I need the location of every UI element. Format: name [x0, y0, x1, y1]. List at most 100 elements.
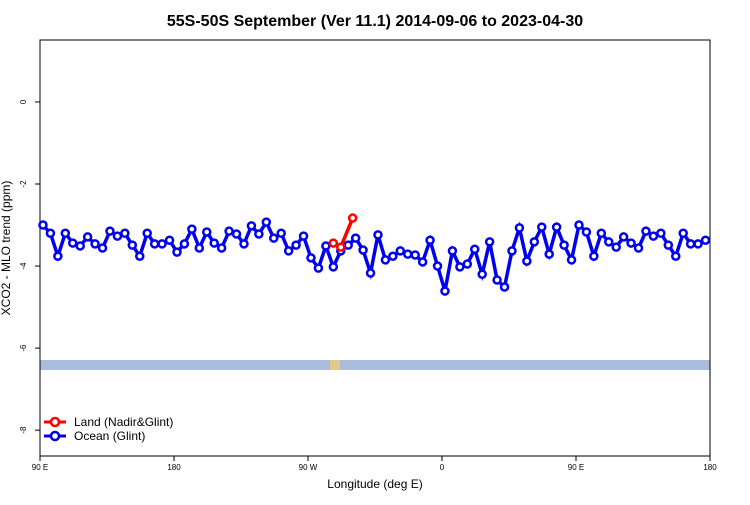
data-point [656, 228, 666, 238]
data-point [514, 223, 525, 233]
data-point [618, 232, 629, 242]
map-strip [40, 360, 710, 370]
data-point [410, 250, 420, 260]
data-point [388, 251, 398, 261]
data-point [291, 240, 301, 250]
data-point [347, 213, 358, 223]
plot-frame [39, 39, 711, 457]
data-point [224, 226, 234, 236]
data-point [432, 261, 443, 271]
data-point [589, 251, 599, 261]
data-point [45, 228, 56, 238]
data-point [365, 268, 376, 278]
data-point [179, 239, 190, 249]
data-point [685, 239, 696, 249]
data-point [484, 237, 495, 247]
data-point [75, 241, 85, 251]
data-point [499, 282, 510, 292]
data-point [328, 262, 339, 272]
y-axis-label: XCO2 - MLO trend (ppm) [0, 181, 13, 316]
data-point [604, 237, 614, 247]
data-point [425, 235, 435, 245]
data-point [172, 247, 182, 257]
data-point [343, 240, 353, 250]
data-point [209, 238, 219, 248]
data-point [120, 228, 130, 238]
data-point [202, 227, 212, 237]
data-point [254, 229, 264, 239]
data-point [127, 240, 138, 250]
data-point [648, 231, 659, 241]
data-point [596, 228, 607, 238]
data-point [395, 246, 406, 256]
data-point [336, 242, 346, 252]
data-point [566, 255, 577, 265]
y-tick-label: -4 [19, 262, 28, 270]
data-point [164, 235, 175, 245]
data-point [462, 259, 473, 269]
x-tick-label: 0 [440, 463, 445, 472]
legend-marker [49, 430, 61, 442]
data-point [97, 243, 108, 253]
data-point [477, 269, 487, 280]
data-point [574, 220, 584, 230]
x-tick-label: 90 W [299, 463, 318, 472]
data-point [135, 251, 145, 261]
data-point [373, 230, 383, 240]
data-point [68, 238, 78, 248]
y-tick-label: -2 [19, 180, 28, 188]
data-point [194, 243, 205, 253]
data-point [38, 220, 48, 230]
legend-marker [49, 416, 61, 428]
data-point [321, 241, 331, 251]
x-axis-label: Longitude (deg E) [327, 477, 422, 491]
data-point [53, 251, 63, 261]
data-point [60, 228, 71, 238]
data-point [507, 246, 517, 256]
legend-label: Ocean (Glint) [74, 429, 145, 443]
y-tick-label: -6 [19, 344, 28, 352]
data-point [105, 226, 115, 236]
data-point [328, 238, 339, 248]
data-point [633, 243, 644, 253]
data-point [626, 238, 636, 248]
data-point [82, 232, 93, 242]
data-point [529, 237, 540, 247]
data-point [306, 253, 316, 263]
data-point [112, 231, 123, 241]
data-point [298, 231, 309, 241]
x-tick-label: 180 [167, 463, 181, 472]
x-tick-label: 180 [703, 463, 717, 472]
data-point [276, 228, 286, 238]
data-point [671, 251, 681, 261]
data-point [641, 226, 651, 236]
data-point [269, 233, 279, 243]
data-point [350, 233, 361, 243]
data-point [522, 256, 532, 266]
data-point [559, 240, 569, 250]
data-point [149, 239, 160, 249]
data-point [455, 262, 465, 272]
data-point [551, 222, 562, 232]
data-point [246, 221, 257, 231]
data-point [492, 275, 502, 285]
data-point [142, 228, 152, 238]
data-point [693, 239, 703, 249]
x-tick-label: 90 E [32, 463, 48, 472]
data-point [231, 229, 242, 239]
data-point [187, 224, 197, 234]
data-point [581, 227, 592, 237]
map-land [330, 360, 340, 370]
data-point [544, 249, 554, 259]
data-point [700, 235, 711, 245]
y-tick-label: -8 [19, 426, 28, 434]
chart-title: 55S-50S September (Ver 11.1) 2014-09-06 … [167, 13, 583, 30]
data-point [313, 263, 324, 273]
data-point [417, 257, 428, 267]
data-point [261, 217, 272, 227]
data-point [447, 246, 458, 256]
data-point [157, 239, 167, 249]
data-point [537, 222, 547, 232]
